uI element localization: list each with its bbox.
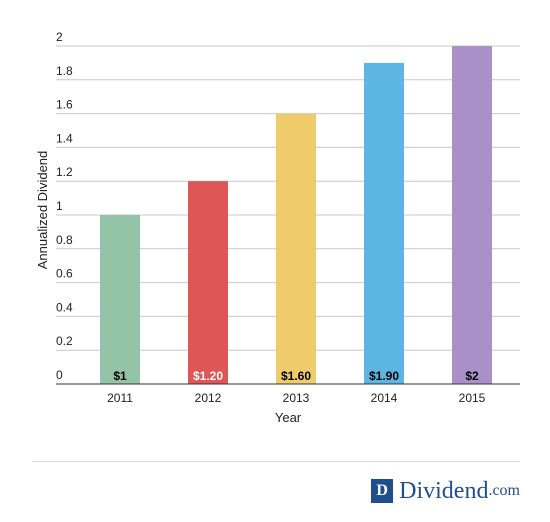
dividend-logo-mark: D <box>371 479 394 503</box>
x-tick-label: 2015 <box>459 391 486 405</box>
bar <box>100 215 140 384</box>
bars <box>100 46 492 385</box>
y-tick-label: 0 <box>56 368 63 382</box>
x-tick-label: 2014 <box>371 391 398 405</box>
dividend-logo-tld: .com <box>488 482 520 499</box>
x-axis-title: Year <box>275 410 302 425</box>
bar <box>452 46 492 384</box>
dividend-logo-name: Dividend <box>399 477 489 504</box>
x-tick-labels: 2011 2012 2013 2014 2015 <box>107 391 486 405</box>
y-tick-label: 0.4 <box>56 300 73 314</box>
x-tick-label: 2011 <box>107 391 133 405</box>
bar-data-label: $1.90 <box>369 369 399 383</box>
y-tick-label: 2 <box>56 30 63 44</box>
bar-chart: 0 0.2 0.4 0.6 0.8 1 1.2 1.4 1.6 1.8 2 $1 $1.20 $1.60… <box>35 30 520 425</box>
y-tick-label: 1.2 <box>56 165 73 179</box>
y-tick-label: 1.4 <box>56 131 73 145</box>
y-tick-labels: 0 0.2 0.4 0.6 0.8 1 1.2 1.4 1.6 1.8 2 <box>56 30 73 382</box>
y-tick-label: 0.2 <box>56 334 73 348</box>
y-tick-label: 1 <box>56 199 63 213</box>
bar <box>276 113 316 384</box>
bar-data-label: $2 <box>465 369 479 383</box>
bar-data-labels: $1 $1.20 $1.60 $1.90 $2 <box>113 369 479 383</box>
y-tick-label: 1.6 <box>56 98 73 112</box>
y-tick-label: 0.6 <box>56 267 73 281</box>
x-tick-label: 2013 <box>283 391 310 405</box>
dividend-logo: D Dividend .com <box>371 478 520 504</box>
y-tick-label: 1.8 <box>56 64 73 78</box>
bar <box>364 62 404 385</box>
footer-divider <box>32 461 520 462</box>
bar-data-label: $1.60 <box>281 369 311 383</box>
bar-data-label: $1 <box>113 369 127 383</box>
bar-data-label: $1.20 <box>193 369 223 383</box>
y-tick-label: 0.8 <box>56 233 73 247</box>
x-tick-label: 2012 <box>195 391 222 405</box>
bar <box>188 181 228 384</box>
y-axis-title: Annualized Dividend <box>35 151 50 270</box>
